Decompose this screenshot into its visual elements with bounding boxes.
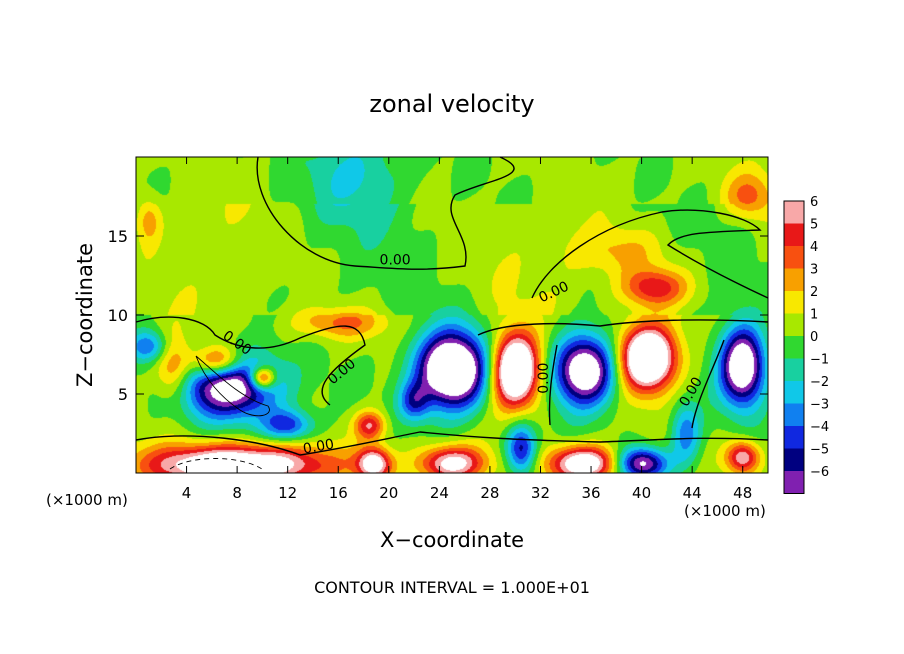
x-tick-label: 48 [733, 484, 752, 502]
colorbar-swatch [784, 448, 804, 471]
zero-contour-middle [135, 316, 366, 406]
zero-contour-upper-right [531, 209, 769, 299]
contour-inner-vortex [195, 355, 270, 417]
colorbar-label: −1 [810, 353, 829, 368]
colorbar-swatch [784, 268, 804, 291]
plot-area: 0.000.000.000.00 0.00 0.000.00 [135, 156, 769, 474]
contour-label: 0.00 [536, 363, 552, 394]
colorbar-label: 3 [810, 263, 818, 278]
colorbar-swatch [784, 291, 804, 314]
colorbar-swatch [784, 201, 804, 224]
contour-negative-bottom [169, 458, 263, 470]
colorbar-label: 0 [810, 330, 818, 345]
colorbar-frame [783, 200, 805, 494]
contour-label: 0.00 [302, 436, 335, 457]
zero-contour-vertical-32 [548, 344, 558, 426]
zero-contour-lower [135, 431, 769, 456]
colorbar: 6 5 4 3 2 1 0 −1 −2 −3 −4 −5 −6 [783, 195, 829, 494]
x-tick-label: 16 [329, 484, 348, 502]
chart-title: zonal velocity [369, 90, 534, 118]
y-tick-label: 10 [108, 306, 128, 325]
x-tick-label: 32 [531, 484, 550, 502]
contour-label: 0.00 [380, 252, 411, 268]
x-tick-label: 4 [182, 484, 192, 502]
zero-contour-upper-left [256, 156, 515, 270]
x-tick-label: 36 [581, 484, 600, 502]
x-tick-label: 40 [632, 484, 651, 502]
x-axis: 4 8 12 16 20 24 28 32 36 40 44 48 [182, 157, 752, 502]
x-tick-label: 24 [430, 484, 449, 502]
x-unit-right: (×1000 m) [684, 502, 766, 520]
x-tick-label: 12 [278, 484, 297, 502]
zero-contour-mid-right [477, 319, 769, 336]
colorbar-swatch [784, 471, 804, 494]
colorbar-swatch [784, 403, 804, 426]
y-tick-label: 5 [118, 385, 128, 404]
colorbar-swatch [784, 381, 804, 404]
colorbar-label: 1 [810, 308, 818, 323]
colorbar-label: −3 [810, 398, 829, 413]
colorbar-label: 6 [810, 195, 818, 210]
heatmap [136, 157, 768, 473]
colorbar-label: −4 [810, 420, 829, 435]
colorbar-swatch [784, 426, 804, 449]
y-axis: 5 10 15 [108, 227, 768, 404]
colorbar-label: −5 [810, 443, 829, 458]
x-unit-left: (×1000 m) [46, 491, 128, 509]
colorbar-swatch [784, 223, 804, 246]
colorbar-label: −2 [810, 375, 829, 390]
colorbar-swatch [784, 246, 804, 269]
colorbar-label: 4 [810, 240, 818, 255]
colorbar-swatch [784, 358, 804, 381]
x-tick-label: 44 [683, 484, 702, 502]
y-axis-label: Z−coordinate [73, 243, 97, 387]
contour-interval-note: CONTOUR INTERVAL = 1.000E+01 [314, 578, 590, 597]
x-tick-label: 20 [379, 484, 398, 502]
zero-contour-vertical-44 [691, 339, 725, 429]
x-tick-label: 28 [480, 484, 499, 502]
colorbar-swatch [784, 336, 804, 359]
zero-contour-lines [135, 156, 769, 470]
x-tick-label: 8 [232, 484, 242, 502]
y-tick-label: 15 [108, 227, 128, 246]
x-axis-label: X−coordinate [380, 528, 524, 552]
colorbar-label: 5 [810, 218, 818, 233]
colorbar-label: 2 [810, 285, 818, 300]
colorbar-label: −6 [810, 465, 829, 480]
colorbar-swatch [784, 313, 804, 336]
